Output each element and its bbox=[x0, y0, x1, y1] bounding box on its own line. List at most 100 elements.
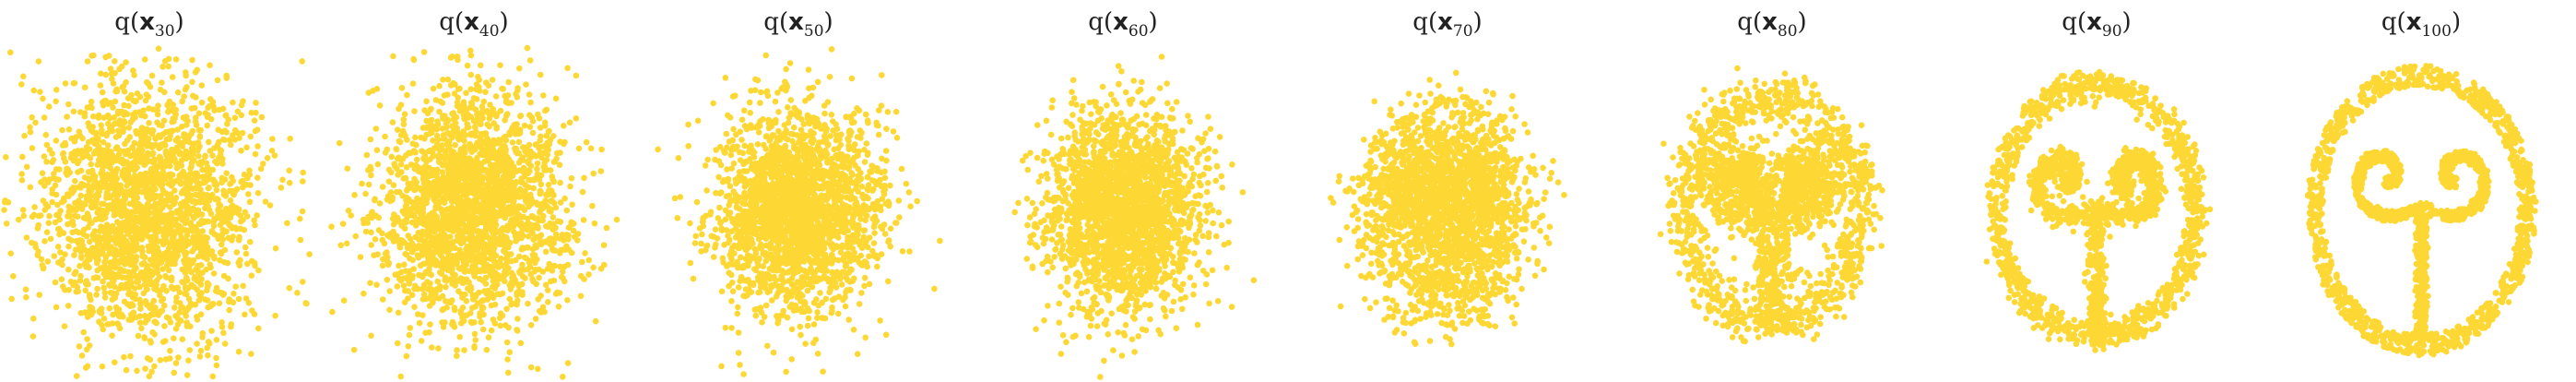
scatter-point bbox=[432, 198, 440, 206]
scatter-point bbox=[7, 250, 14, 257]
scatter-point bbox=[112, 134, 120, 140]
scatter-point bbox=[31, 241, 39, 247]
scatter-point bbox=[154, 173, 161, 179]
scatter-point bbox=[144, 286, 150, 292]
scatter-point bbox=[422, 329, 429, 337]
scatter-point bbox=[137, 305, 144, 312]
scatter-point bbox=[86, 238, 93, 245]
scatter-point bbox=[464, 225, 470, 232]
scatter-point bbox=[530, 236, 537, 244]
scatter-point bbox=[169, 74, 176, 80]
scatter-point bbox=[204, 252, 211, 258]
scatter-point bbox=[350, 346, 358, 353]
scatter-point bbox=[183, 274, 190, 281]
scatter-point bbox=[145, 266, 151, 272]
scatter-point bbox=[479, 305, 486, 312]
scatter-point bbox=[423, 98, 430, 105]
scatter-point bbox=[40, 95, 46, 102]
scatter-point bbox=[424, 233, 431, 240]
scatter-point bbox=[490, 206, 496, 213]
scatter-point bbox=[445, 168, 453, 174]
scatter-points bbox=[328, 44, 620, 380]
scatter-point bbox=[68, 186, 75, 193]
scatter-point bbox=[171, 369, 178, 376]
scatter-point bbox=[570, 221, 577, 227]
scatter-point bbox=[213, 337, 220, 343]
scatter-point bbox=[102, 71, 110, 78]
scatter-point bbox=[579, 258, 585, 266]
scatter-point bbox=[141, 56, 148, 63]
scatter-point bbox=[135, 332, 142, 340]
scatter-point bbox=[494, 229, 502, 235]
scatter-point bbox=[480, 255, 488, 261]
scatter-point bbox=[132, 98, 139, 105]
scatter-point bbox=[159, 79, 165, 86]
scatter-point bbox=[180, 226, 187, 233]
scatter-point bbox=[79, 200, 87, 207]
scatter-point bbox=[151, 363, 158, 370]
scatter-point bbox=[39, 170, 46, 176]
scatter-point bbox=[124, 208, 131, 215]
scatter-point bbox=[198, 99, 206, 106]
scatter-point bbox=[469, 147, 477, 153]
scatter-point bbox=[209, 252, 216, 258]
scatter-point bbox=[411, 203, 419, 210]
scatter-point bbox=[424, 110, 431, 117]
scatter-point bbox=[41, 114, 48, 121]
scatter-point bbox=[384, 276, 391, 283]
scatter-point bbox=[44, 203, 52, 210]
scatter-point bbox=[486, 177, 492, 185]
scatter-point bbox=[431, 192, 439, 199]
scatter-point bbox=[34, 225, 41, 232]
scatter-point bbox=[557, 138, 563, 145]
scatter-point bbox=[155, 102, 161, 109]
scatter-points bbox=[655, 46, 943, 377]
scatter-point bbox=[117, 242, 124, 249]
scatter-point bbox=[493, 172, 501, 178]
scatter-point bbox=[452, 141, 459, 149]
scatter-point bbox=[351, 192, 358, 198]
scatter-point bbox=[418, 338, 425, 344]
scatter-point bbox=[775, 109, 782, 115]
scatter-point bbox=[30, 316, 37, 322]
scatter-point bbox=[126, 200, 134, 208]
scatter-point bbox=[138, 273, 145, 280]
scatter-point bbox=[699, 231, 705, 238]
scatter-point bbox=[518, 291, 525, 297]
scatter-point bbox=[302, 300, 310, 306]
scatter-point bbox=[522, 221, 528, 229]
scatter-point bbox=[228, 323, 234, 330]
scatter-point bbox=[597, 168, 605, 174]
scatter-point bbox=[564, 65, 571, 72]
scatter-point bbox=[403, 197, 409, 204]
scatter-point bbox=[512, 180, 519, 187]
scatter-point bbox=[116, 221, 124, 229]
scatter-point bbox=[185, 357, 192, 364]
scatter-point bbox=[90, 275, 98, 281]
scatter-point bbox=[473, 195, 479, 202]
scatter-point bbox=[439, 153, 446, 161]
scatter-point bbox=[189, 127, 196, 135]
scatter-point bbox=[481, 241, 489, 248]
panel-title: q(x50) bbox=[763, 8, 833, 41]
scatter-point bbox=[127, 217, 134, 223]
scatter-point bbox=[209, 373, 217, 380]
scatter-point bbox=[177, 160, 183, 167]
scatter-point bbox=[519, 179, 526, 185]
scatter-point bbox=[77, 263, 83, 269]
panel-title: q(x40) bbox=[439, 8, 508, 41]
scatter-point bbox=[99, 126, 105, 134]
scatter-point bbox=[343, 240, 350, 247]
scatter-point bbox=[564, 360, 572, 366]
scatter-point bbox=[519, 273, 526, 280]
scatter-point bbox=[223, 170, 230, 176]
scatter-point bbox=[38, 256, 45, 263]
scatter-point bbox=[202, 153, 208, 161]
scatter-point bbox=[197, 262, 205, 269]
scatter-point bbox=[207, 303, 214, 310]
scatter-point bbox=[18, 171, 25, 177]
scatter-point bbox=[150, 183, 157, 189]
scatter-point bbox=[502, 278, 508, 285]
scatter-point bbox=[524, 44, 531, 52]
scatter-point bbox=[408, 242, 415, 248]
